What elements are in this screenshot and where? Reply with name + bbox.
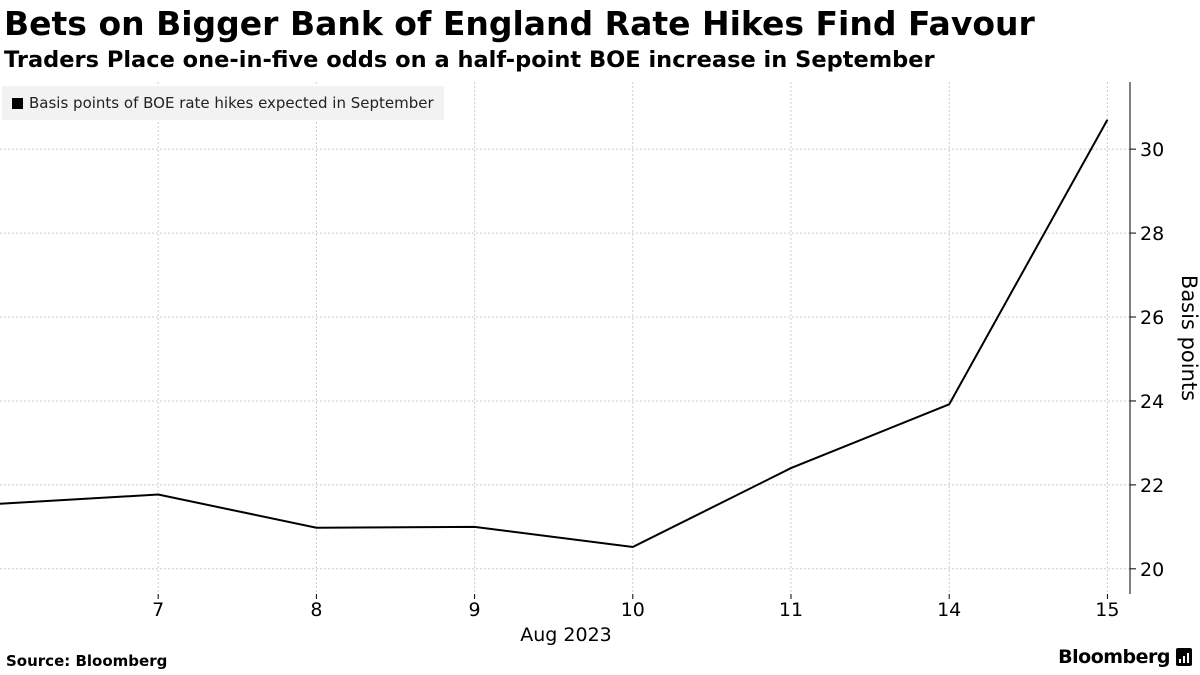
x-tick-label: 11 [779,599,803,621]
x-tick-label: 10 [621,599,645,621]
x-tick-label: 15 [1095,599,1119,621]
x-axis-label: Aug 2023 [520,624,612,646]
y-tick-label: 24 [1140,391,1164,413]
y-tick-label: 28 [1140,223,1164,245]
x-tick-label: 7 [152,599,164,621]
y-tick-label: 22 [1140,475,1164,497]
chart-legend: Basis points of BOE rate hikes expected … [2,86,444,120]
series-line [0,119,1109,549]
bloomberg-bars-icon [1176,648,1192,666]
legend-swatch [12,97,23,109]
bloomberg-logo: Bloomberg [1058,646,1192,668]
x-tick-label: 9 [469,599,481,621]
y-tick-label: 20 [1140,559,1164,581]
source-note: Source: Bloomberg [6,652,168,670]
brand-name: Bloomberg [1058,646,1170,668]
chart-title: Bets on Bigger Bank of England Rate Hike… [4,4,1035,43]
x-tick-label: 8 [310,599,322,621]
x-tick-label: 14 [937,599,961,621]
y-tick-label: 30 [1140,139,1164,161]
y-axis-label: Basis points [1177,275,1200,401]
chart-subtitle: Traders Place one-in-five odds on a half… [4,47,935,73]
legend-label: Basis points of BOE rate hikes expected … [29,94,434,112]
y-tick-label: 26 [1140,307,1164,329]
